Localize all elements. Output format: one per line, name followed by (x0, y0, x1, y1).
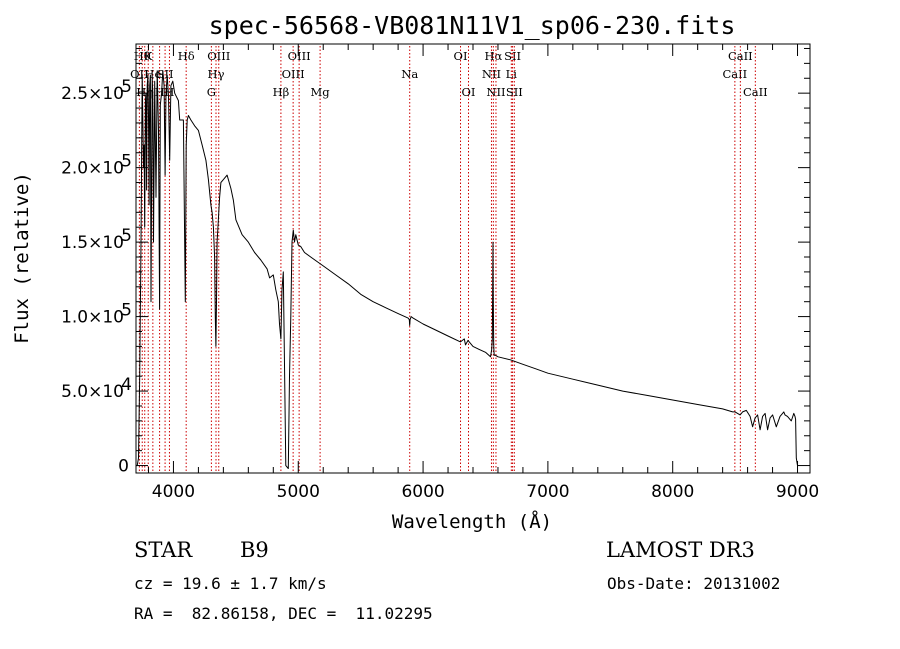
spectral-line-label-25: CaII (722, 67, 747, 81)
spectral-line-label-21: NII (486, 85, 505, 99)
spectral-line-label-7: H (164, 85, 174, 99)
coordinates-text: RA = 82.86158, DEC = 11.02295 (134, 604, 433, 623)
spectral-line-label-18: OI (462, 85, 476, 99)
spectral-line-label-16: Na (401, 67, 418, 81)
spectral-line-label-24: SII (506, 85, 523, 99)
spectral-line-label-14: OIII (288, 49, 311, 63)
spectral-line-label-2: Hη (136, 85, 153, 99)
x-tick-label-2: 6000 (401, 482, 444, 502)
spectral-line-label-22: Li (506, 67, 518, 81)
spectral-line-label-17: OI (454, 49, 468, 63)
spectral-line-label-10: Hγ (208, 67, 225, 81)
x-tick-label-1: 5000 (277, 482, 320, 502)
y-tick-exponent-1: 4 (121, 375, 132, 395)
axes-layer: 4000 5000 6000 7000 8000 900005.0×1041.0×1051… (61, 43, 819, 502)
spectral-line-label-9: G (207, 85, 216, 99)
spectral-line-label-19: NII (482, 67, 501, 81)
series-layer (136, 70, 798, 469)
spectral-line-label-5: H (155, 85, 165, 99)
spectral-line-label-0: Hθ (134, 49, 151, 63)
redshift-text: cz = 19.6 ± 1.7 km/s (134, 574, 327, 593)
x-tick-label-5: 9000 (776, 482, 819, 502)
chart-title: spec-56568-VB081N11V1_sp06-230.fits (209, 11, 736, 40)
y-tick-label-3: 1.5×10 (61, 233, 124, 253)
plot-frame (135, 43, 811, 474)
spectral-line-label-15: Mg (311, 85, 331, 99)
spectral-line-label-13: OIII (282, 67, 305, 81)
y-tick-label-5: 2.5×10 (61, 84, 124, 104)
y-tick-exponent-5: 5 (121, 77, 132, 97)
x-tick-label-4: 8000 (651, 482, 694, 502)
spectral-line-label-1: OII (130, 67, 149, 81)
spectral-line-label-26: CaII (728, 49, 753, 63)
object-subclass: B9 (240, 538, 269, 562)
spectral-line-label-20: Hα (484, 49, 502, 63)
spectral-line-label-11: OIII (207, 49, 230, 63)
spectral-line-label-3: K (144, 49, 153, 63)
object-class: STAR (134, 538, 193, 562)
series-line-0 (136, 70, 798, 469)
y-tick-label-4: 2.0×10 (61, 159, 124, 179)
spectral-line-label-27: CaII (743, 85, 768, 99)
y-tick-label-0: 0 (118, 457, 129, 477)
spectral-line-label-12: Hβ (273, 85, 290, 99)
y-tick-exponent-3: 5 (121, 226, 132, 246)
survey-name: LAMOST DR3 (606, 538, 755, 562)
y-tick-exponent-2: 5 (121, 301, 132, 321)
spectral-line-label-6: SII (157, 67, 174, 81)
x-axis-label: Wavelength (Å) (392, 510, 552, 533)
spectral-line-label-8: Hδ (178, 49, 195, 63)
x-tick-label-3: 7000 (526, 482, 569, 502)
spectral-line-label-23: SII (504, 49, 521, 63)
y-tick-exponent-4: 5 (121, 152, 132, 172)
y-tick-label-1: 5.0×10 (61, 382, 124, 402)
y-tick-label-2: 1.0×10 (61, 308, 124, 328)
obs-date-text: Obs-Date: 20131002 (607, 574, 781, 593)
x-tick-label-0: 4000 (152, 482, 195, 502)
spectral-lines-layer: HθOIIHηKHeHSIIHHδGHγOIIIHβOIIIOIIIMgNaOI… (130, 46, 768, 473)
y-axis-label: Flux (relative) (11, 172, 33, 344)
